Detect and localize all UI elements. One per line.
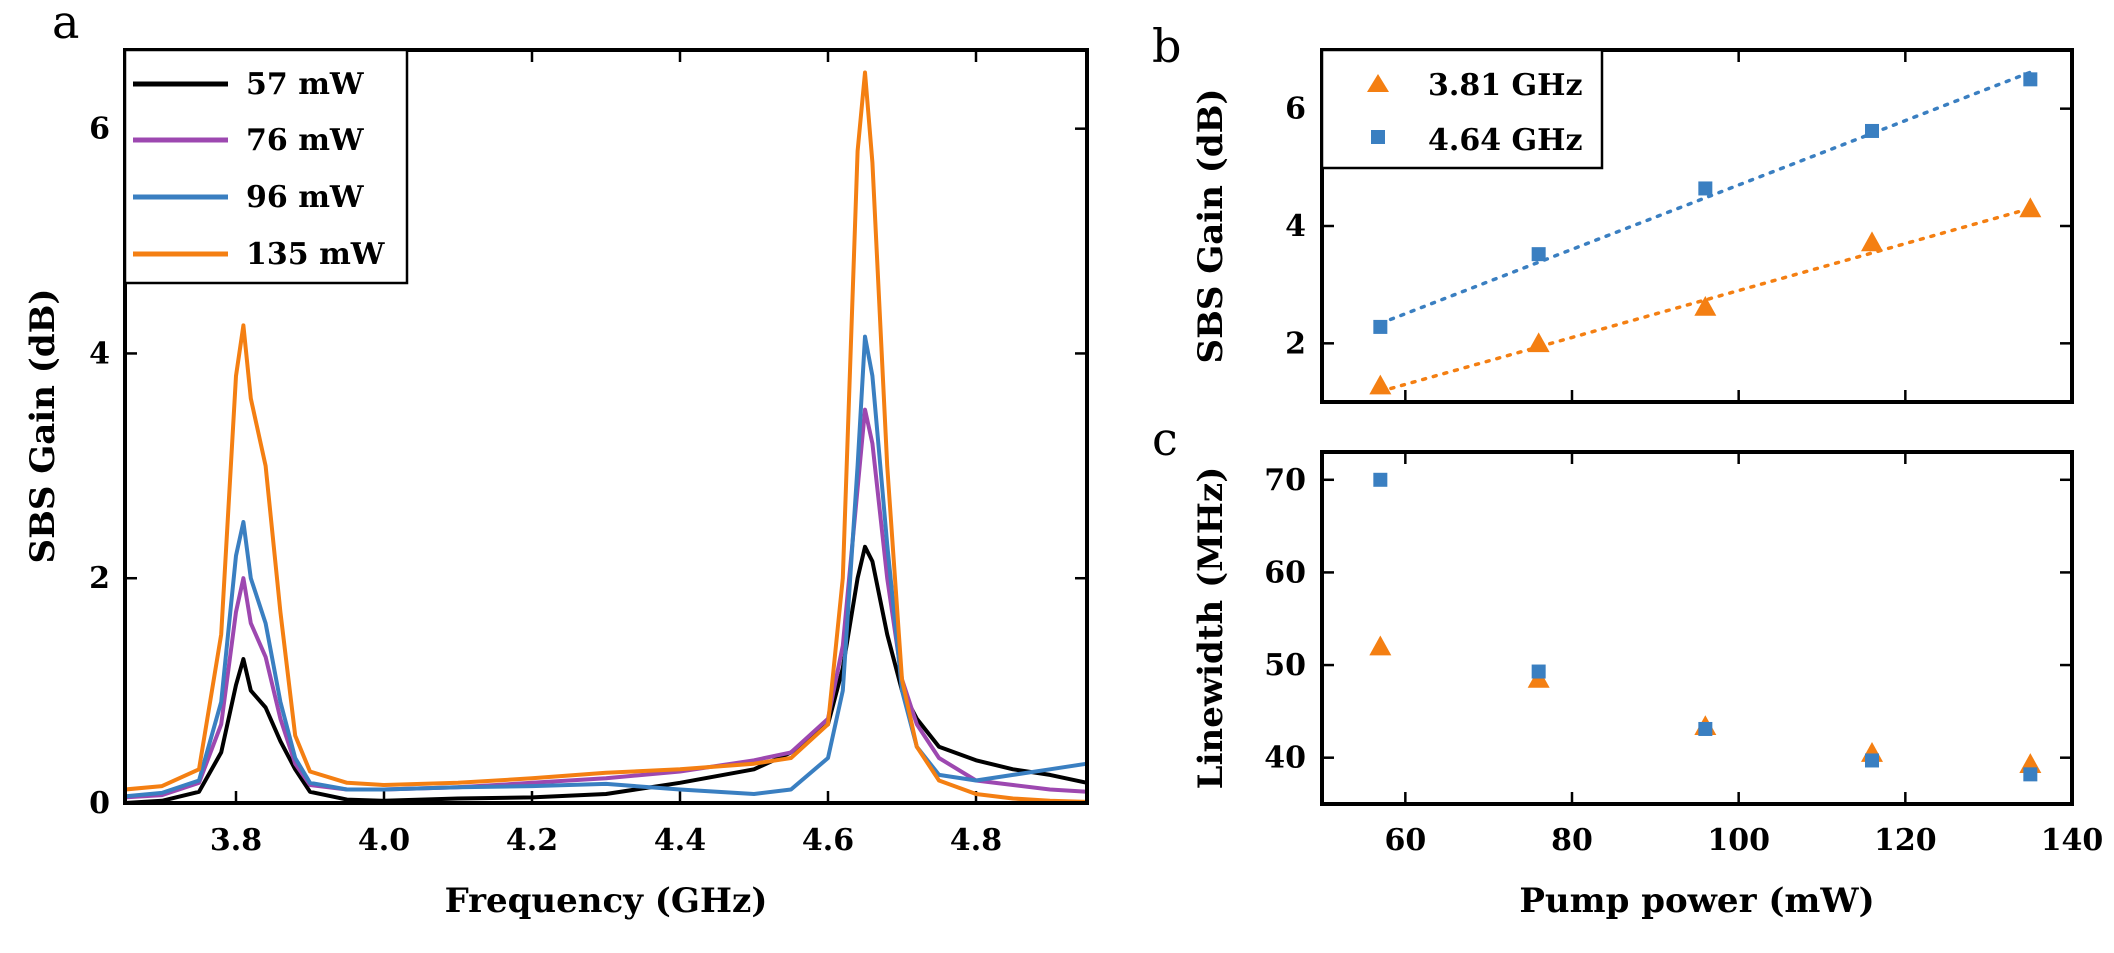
series-line-96-mw: [124, 334, 1088, 799]
panel-c-x-tick-label: 80: [1551, 823, 1593, 858]
panel-a-legend: 57 mW 76 mW 96 mW 135 mW: [123, 48, 409, 285]
panel-c-y-axis-label: Linewidth (MHz): [1191, 467, 1231, 790]
panel-a-y-tick-label: 2: [89, 561, 110, 596]
panel-label-c: c: [1152, 412, 1178, 466]
marker-3-81-ghz-57: [1369, 635, 1392, 656]
fit-line-3-81-ghz: [1378, 206, 2033, 394]
panel-a-x-tick-label: 4.8: [950, 823, 1002, 858]
panel-a-x-tick-label: 3.8: [210, 823, 262, 858]
panel-b-y-axis-label: SBS Gain (dB): [1191, 89, 1231, 364]
marker-4-64-ghz-96: [1698, 181, 1713, 196]
panel-c-y-tick-label: 60: [1264, 555, 1306, 590]
series-line-76-mw: [124, 407, 1088, 800]
legend-triangle-marker: [1367, 74, 1389, 92]
marker-4-64-ghz-96: [1698, 721, 1713, 736]
panel-c-frame: [1320, 450, 2074, 806]
panel-label-b: b: [1152, 19, 1181, 73]
panel-a-x-tick-label: 4.4: [654, 823, 706, 858]
panel-a-y-axis-label: SBS Gain (dB): [23, 289, 63, 564]
panel-a-legend-box: [123, 48, 409, 285]
panel-label-a: a: [52, 0, 79, 49]
marker-3-81-ghz-57: [1369, 374, 1392, 395]
panel-b-y-tick-label: 6: [1285, 92, 1306, 127]
marker-4-64-ghz-116: [1865, 123, 1879, 138]
panel-a-y-tick-label: 0: [89, 786, 110, 821]
panel-b: 2 4 6 SBS Gain (dB) 3.81 GHz 4.64 GHz: [1191, 48, 2074, 404]
panel-a-y-tick-label: 6: [89, 112, 110, 147]
panel-c-x-tick-label: 100: [1707, 823, 1770, 858]
panel-c-y-tick-label: 50: [1264, 648, 1306, 683]
series-line-135-mw: [124, 70, 1088, 804]
legend-square-marker: [1371, 130, 1385, 144]
marker-4-64-ghz-57: [1373, 319, 1388, 334]
panel-c-x-axis-label: Pump power (mW): [1519, 881, 1874, 921]
panel-c-x-tick-label: 140: [2041, 823, 2104, 858]
legend-label-3-81ghz: 3.81 GHz: [1428, 68, 1583, 103]
panel-c-x-tick-label: 120: [1874, 823, 1937, 858]
panel-a-frame: [123, 48, 1089, 805]
panel-a-x-tick-label: 4.0: [358, 823, 410, 858]
panel-c-markers: [1369, 472, 2042, 782]
legend-label-76mw: 76 mW: [246, 123, 365, 158]
panel-a-x-axis-label: Frequency (GHz): [445, 881, 768, 921]
panel-c: 60 80 100 120 140 40 50 60 70 Pump power (mW) L…: [1191, 450, 2103, 921]
panel-a-x-tick-label: 4.6: [802, 823, 854, 858]
panel-c-ticks: [1322, 452, 2074, 804]
panel-b-legend-box: [1320, 48, 1604, 170]
marker-3-81-ghz-116: [1861, 231, 1883, 252]
panel-a-y-tick-labels: 0 2 4 6: [89, 112, 110, 821]
panel-b-legend: 3.81 GHz 4.64 GHz: [1320, 48, 1604, 170]
panel-c-y-tick-labels: 40 50 60 70: [1264, 463, 1306, 776]
legend-label-96mw: 96 mW: [246, 180, 365, 215]
panel-b-frame: [1320, 48, 2074, 404]
panel-a-x-tick-labels: 3.8 4.0 4.2 4.4 4.6 4.8: [210, 823, 1002, 858]
panel-c-y-tick-label: 70: [1264, 463, 1306, 498]
panel-b-fit-lines: [1378, 70, 2033, 394]
panel-b-markers: [1369, 72, 2042, 395]
marker-4-64-ghz-116: [1865, 753, 1879, 768]
panel-c-y-tick-label: 40: [1264, 741, 1306, 776]
marker-3-81-ghz-96: [1694, 295, 1717, 316]
marker-3-81-ghz-76: [1527, 332, 1550, 353]
panel-b-y-tick-label: 2: [1285, 326, 1306, 361]
panel-c-x-tick-label: 60: [1384, 823, 1426, 858]
panel-a-series: [124, 70, 1088, 805]
panel-a-x-tick-label: 4.2: [506, 823, 558, 858]
panel-a-y-tick-label: 4: [89, 336, 110, 371]
legend-label-57mw: 57 mW: [246, 67, 365, 102]
panel-b-y-tick-label: 4: [1285, 209, 1306, 244]
marker-4-64-ghz-76: [1531, 664, 1546, 679]
marker-4-64-ghz-135: [2023, 72, 2038, 87]
marker-3-81-ghz-135: [2019, 197, 2042, 218]
marker-4-64-ghz-135: [2023, 767, 2038, 782]
legend-label-4-64ghz: 4.64 GHz: [1428, 123, 1583, 158]
marker-4-64-ghz-57: [1373, 472, 1388, 487]
panel-b-y-tick-labels: 2 4 6: [1285, 92, 1306, 362]
panel-c-x-tick-labels: 60 80 100 120 140: [1384, 823, 2103, 858]
legend-label-135mw: 135 mW: [246, 237, 386, 272]
marker-4-64-ghz-76: [1531, 247, 1546, 262]
